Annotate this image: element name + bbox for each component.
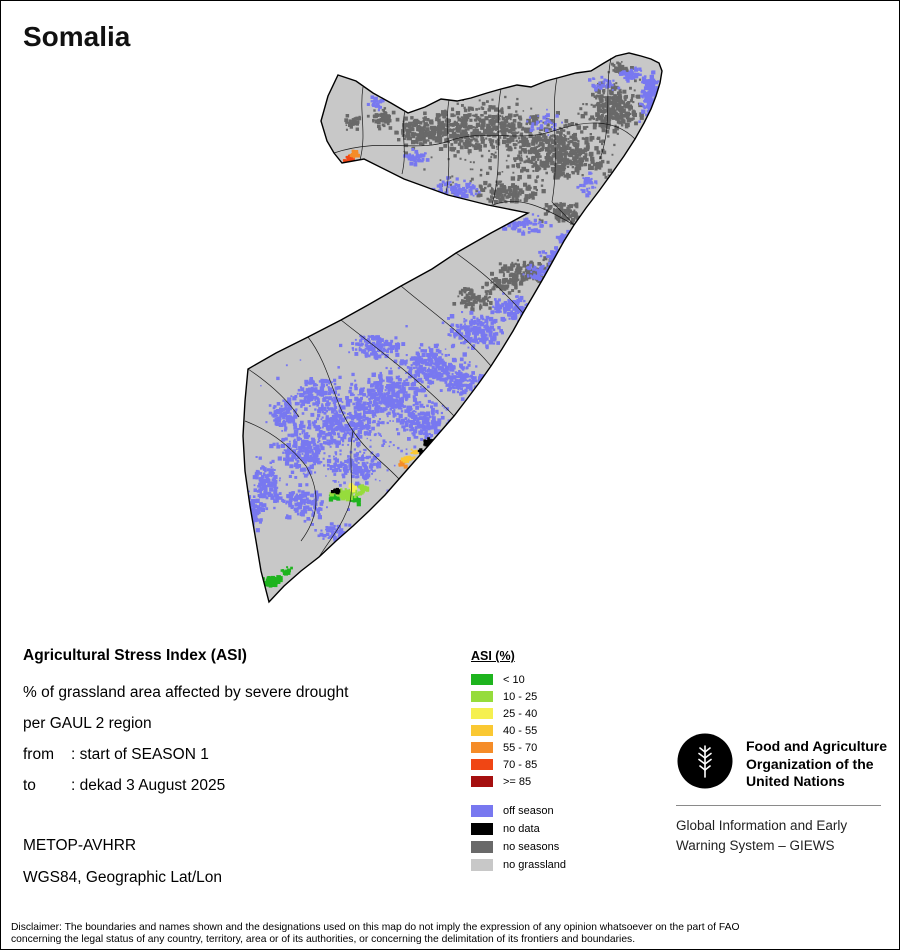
admin-boundaries bbox=[244, 57, 636, 558]
legend-label: >= 85 bbox=[503, 775, 532, 788]
legend: ASI (%) < 10 10 - 25 25 - 40 40 - 55 55 - 70… bbox=[471, 649, 601, 874]
legend-swatch bbox=[471, 708, 493, 719]
legend-label: 25 - 40 bbox=[503, 707, 538, 720]
to-label: to bbox=[23, 777, 36, 794]
from-value: : start of SEASON 1 bbox=[71, 746, 209, 763]
legend-title: ASI (%) bbox=[471, 649, 515, 663]
legend-item: no data bbox=[471, 820, 601, 838]
from-label: from bbox=[23, 746, 54, 763]
sensor-name: METOP-AVHRR bbox=[23, 837, 137, 854]
fao-name-line: Organization of the bbox=[746, 755, 874, 772]
fao-footer: Food and Agriculture Organization of the… bbox=[676, 732, 888, 856]
asi-description-line1: % of grassland area affected by severe d… bbox=[23, 684, 349, 701]
legend-swatch bbox=[471, 674, 493, 685]
legend-swatch bbox=[471, 691, 493, 702]
legend-label: no data bbox=[503, 823, 540, 835]
legend-item: 40 - 55 bbox=[471, 722, 601, 739]
asi-heading: Agricultural Stress Index (ASI) bbox=[23, 647, 247, 664]
fao-logo-icon bbox=[677, 733, 733, 789]
somalia-outline bbox=[242, 52, 663, 604]
giews-line: Warning System – GIEWS bbox=[676, 837, 835, 853]
somalia-country-shape bbox=[243, 53, 662, 602]
legend-label: 70 - 85 bbox=[503, 758, 538, 771]
projection-name: WGS84, Geographic Lat/Lon bbox=[23, 869, 223, 886]
legend-swatch bbox=[471, 759, 493, 770]
legend-item: no grassland bbox=[471, 856, 601, 874]
giews-line: Global Information and Early bbox=[676, 817, 848, 833]
legend-swatch bbox=[471, 776, 493, 787]
legend-item: 25 - 40 bbox=[471, 705, 601, 722]
legend-label: no grassland bbox=[503, 859, 566, 871]
legend-swatch bbox=[471, 725, 493, 736]
legend-item: 55 - 70 bbox=[471, 739, 601, 756]
source-info: METOP-AVHRR WGS84, Geographic Lat/Lon bbox=[23, 837, 222, 901]
fao-name-line: United Nations bbox=[746, 773, 845, 789]
legend-swatch bbox=[471, 742, 493, 753]
period-to: to : dekad 3 August 2025 bbox=[23, 777, 463, 795]
disclaimer-line: Disclaimer: The boundaries and names sho… bbox=[11, 922, 740, 933]
legend-item: off season bbox=[471, 802, 601, 820]
legend-item: 70 - 85 bbox=[471, 756, 601, 773]
page-title: Somalia bbox=[23, 21, 131, 52]
period-from: from : start of SEASON 1 bbox=[23, 746, 463, 764]
disclaimer-line: concerning the legal status of any count… bbox=[11, 934, 636, 945]
legend-label: 10 - 25 bbox=[503, 690, 538, 703]
legend-swatch bbox=[471, 805, 493, 817]
legend-other-classes: off season no data no seasons no grassland bbox=[471, 802, 601, 874]
legend-label: 40 - 55 bbox=[503, 724, 538, 737]
somalia-map bbox=[242, 52, 663, 604]
legend-item: < 10 bbox=[471, 671, 601, 688]
map-description: Agricultural Stress Index (ASI) % of gra… bbox=[23, 647, 463, 808]
fao-org-name: Food and Agriculture Organization of the… bbox=[746, 732, 887, 791]
footer-divider bbox=[676, 804, 881, 806]
legend-item: >= 85 bbox=[471, 773, 601, 790]
giews-label: Global Information and Early Warning Sys… bbox=[676, 816, 888, 856]
legend-swatch bbox=[471, 823, 493, 835]
legend-swatch bbox=[471, 859, 493, 871]
asi-description-line2: per GAUL 2 region bbox=[23, 715, 152, 732]
legend-asi-classes: < 10 10 - 25 25 - 40 40 - 55 55 - 70 70 - 85 >… bbox=[471, 671, 601, 790]
legend-swatch bbox=[471, 841, 493, 853]
legend-label: no seasons bbox=[503, 841, 560, 853]
legend-item: 10 - 25 bbox=[471, 688, 601, 705]
legend-label: < 10 bbox=[503, 673, 525, 686]
asi-pixel-speckles bbox=[243, 61, 662, 589]
fao-name-line: Food and Agriculture bbox=[746, 738, 888, 754]
legend-label: 55 - 70 bbox=[503, 741, 538, 754]
legend-label: off season bbox=[503, 805, 554, 817]
disclaimer: Disclaimer: The boundaries and names sho… bbox=[11, 922, 893, 946]
legend-item: no seasons bbox=[471, 838, 601, 856]
to-value: : dekad 3 August 2025 bbox=[71, 777, 226, 794]
